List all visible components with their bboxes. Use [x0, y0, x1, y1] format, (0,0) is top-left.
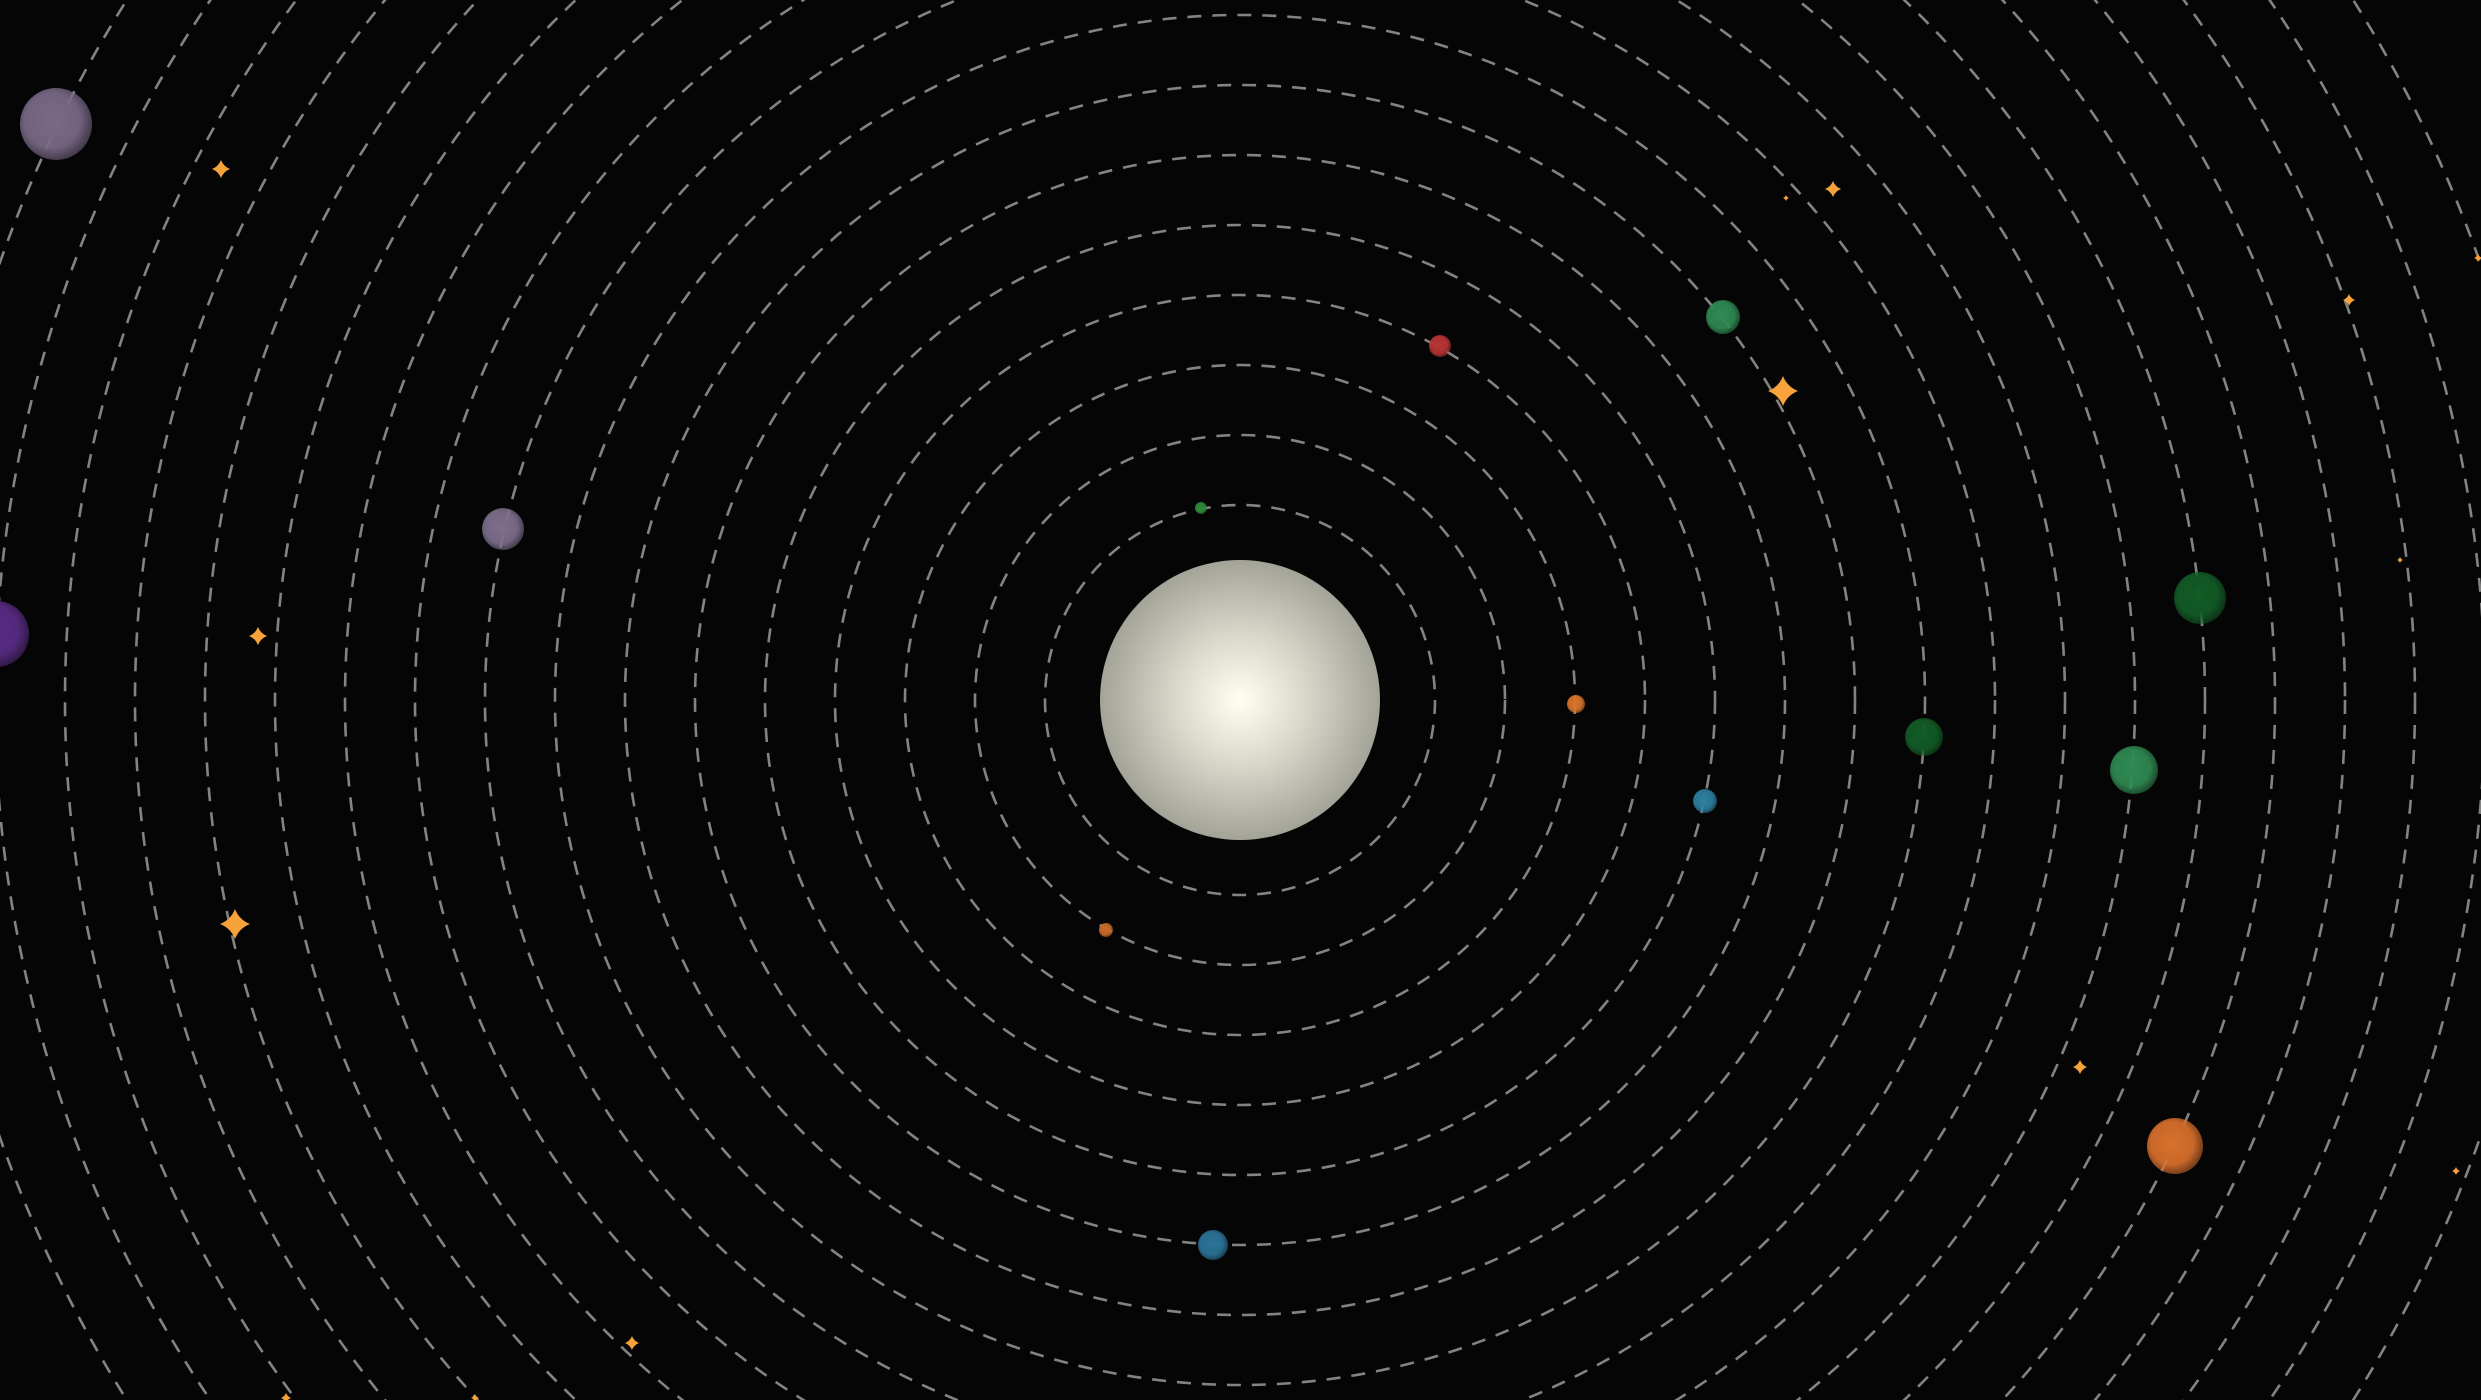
planet-green-a — [1706, 300, 1740, 334]
planets-layer — [0, 88, 2226, 1260]
orbit-ring-5 — [763, 223, 1717, 1177]
planet-green-tiny — [1195, 502, 1207, 514]
orbit-ring-2 — [973, 433, 1507, 967]
sparkle-star-8 — [2452, 1167, 2460, 1175]
sparkle-star-6 — [220, 909, 250, 939]
sparkle-star-10 — [281, 1393, 291, 1400]
planet-teal-small — [1693, 789, 1717, 813]
sparkle-star-9 — [625, 1336, 639, 1350]
sparkle-star-12 — [2474, 254, 2481, 262]
sparkle-star-11 — [471, 1394, 479, 1400]
planet-teal-b — [1198, 1230, 1228, 1260]
planet-green-b — [2110, 746, 2158, 794]
planet-lavender-small — [482, 508, 524, 550]
orbit-ring-7 — [623, 83, 1857, 1317]
sun-layer — [1100, 560, 1380, 840]
sparkle-star-1 — [212, 160, 230, 178]
sparkle-star-4 — [1768, 376, 1798, 406]
orbit-ring-14 — [134, 0, 2346, 1400]
orbit-ring-15 — [64, 0, 2416, 1400]
stars-layer — [212, 160, 2481, 1400]
sparkle-star-5 — [249, 627, 267, 645]
planet-lavender-large — [20, 88, 92, 160]
orbit-ring-12 — [273, 0, 2207, 1400]
orbit-ring-9 — [483, 0, 1997, 1400]
planet-red — [1429, 335, 1451, 357]
orbit-ring-6 — [693, 153, 1787, 1247]
sparkle-star-7 — [2073, 1060, 2087, 1074]
sparkle-star-3 — [2343, 294, 2355, 306]
orbit-ring-13 — [204, 0, 2276, 1400]
orbit-ring-10 — [413, 0, 2067, 1400]
central-star — [1100, 560, 1380, 840]
orbit-ring-8 — [553, 13, 1927, 1387]
orbit-ring-4 — [833, 293, 1647, 1107]
sparkle-star-14 — [2397, 557, 2403, 563]
sparkle-star-2 — [1825, 181, 1841, 197]
orbit-ring-1 — [1043, 503, 1437, 897]
planet-orange-small-b — [1099, 923, 1113, 937]
orbit-ring-11 — [343, 0, 2137, 1400]
planet-orange-small — [1567, 695, 1585, 713]
planet-dark-green-b — [2174, 572, 2226, 624]
planet-purple — [0, 601, 29, 667]
planet-dark-green-a — [1905, 718, 1943, 756]
planet-orange-large — [2147, 1118, 2203, 1174]
sparkle-star-13 — [1783, 195, 1789, 201]
